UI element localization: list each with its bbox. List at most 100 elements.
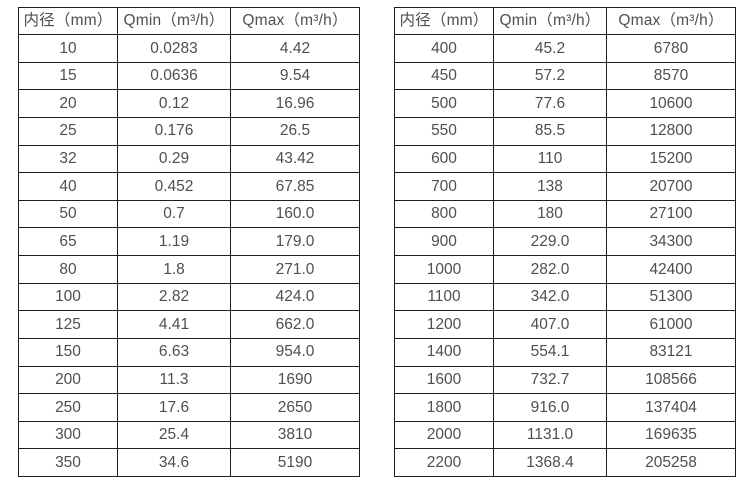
- qmin-cell: 77.6: [493, 89, 607, 118]
- header-qmin: Qmin（m³/h）: [493, 7, 607, 35]
- qmin-cell: 0.7: [117, 199, 231, 229]
- qmax-cell: 424.0: [230, 282, 360, 312]
- qmax-cell: 16.96: [230, 89, 360, 118]
- qmax-cell: 12800: [606, 116, 736, 146]
- qmin-cell: 282.0: [493, 255, 607, 284]
- table-row: 300 25.4 3810: [18, 420, 360, 450]
- header-inner-diameter: 内径（mm）: [394, 7, 494, 35]
- table-row: 50 0.7 160.0: [18, 199, 360, 229]
- table-row: 800 180 27100: [394, 199, 736, 229]
- qmax-cell: 20700: [606, 172, 736, 201]
- qmax-cell: 10600: [606, 89, 736, 118]
- qmin-cell: 45.2: [493, 34, 607, 63]
- qmin-cell: 17.6: [117, 393, 231, 422]
- qmax-cell: 9.54: [230, 61, 360, 91]
- qmin-cell: 110: [493, 144, 607, 174]
- qmax-cell: 43.42: [230, 144, 360, 174]
- table-row: 450 57.2 8570: [394, 61, 736, 91]
- qmin-cell: 34.6: [117, 448, 231, 477]
- qmin-cell: 4.41: [117, 310, 231, 339]
- table-row: 600 110 15200: [394, 144, 736, 174]
- qmin-cell: 1131.0: [493, 420, 607, 450]
- inner-diameter-cell: 300: [18, 420, 118, 450]
- inner-diameter-cell: 2000: [394, 420, 494, 450]
- qmax-cell: 61000: [606, 310, 736, 339]
- qmax-cell: 6780: [606, 34, 736, 63]
- table-row: 2000 1131.0 169635: [394, 420, 736, 450]
- qmin-cell: 138: [493, 172, 607, 201]
- qmin-cell: 732.7: [493, 365, 607, 395]
- table-row: 1200 407.0 61000: [394, 310, 736, 339]
- qmax-cell: 137404: [606, 393, 736, 422]
- qmax-cell: 4.42: [230, 34, 360, 63]
- qmax-cell: 5190: [230, 448, 360, 477]
- qmax-cell: 2650: [230, 393, 360, 422]
- table-row: 500 77.6 10600: [394, 89, 736, 118]
- header-row: 内径（mm） Qmin（m³/h） Qmax（m³/h）: [394, 7, 736, 35]
- qmin-cell: 25.4: [117, 420, 231, 450]
- flow-table-large-diameters: 内径（mm） Qmin（m³/h） Qmax（m³/h） 400 45.2 6780…: [394, 7, 736, 477]
- inner-diameter-cell: 1400: [394, 337, 494, 367]
- qmin-cell: 229.0: [493, 227, 607, 256]
- table-row: 32 0.29 43.42: [18, 144, 360, 174]
- qmax-cell: 271.0: [230, 255, 360, 284]
- header-row: 内径（mm） Qmin（m³/h） Qmax（m³/h）: [18, 7, 360, 35]
- inner-diameter-cell: 20: [18, 89, 118, 118]
- qmin-cell: 407.0: [493, 310, 607, 339]
- table-row: 125 4.41 662.0: [18, 310, 360, 339]
- qmin-cell: 1.19: [117, 227, 231, 256]
- qmax-cell: 42400: [606, 255, 736, 284]
- inner-diameter-cell: 150: [18, 337, 118, 367]
- table-body-small-diameters: 10 0.0283 4.42 15 0.0636 9.54 20 0.12 16.96 25 0.1…: [18, 34, 360, 477]
- qmin-cell: 1368.4: [493, 448, 607, 477]
- inner-diameter-cell: 1000: [394, 255, 494, 284]
- table-row: 20 0.12 16.96: [18, 89, 360, 118]
- qmax-cell: 3810: [230, 420, 360, 450]
- table-row: 65 1.19 179.0: [18, 227, 360, 256]
- flow-table-small-diameters: 内径（mm） Qmin（m³/h） Qmax（m³/h） 10 0.0283 4.4…: [18, 7, 360, 477]
- inner-diameter-cell: 450: [394, 61, 494, 91]
- qmax-cell: 108566: [606, 365, 736, 395]
- qmin-cell: 916.0: [493, 393, 607, 422]
- table-body-large-diameters: 400 45.2 6780 450 57.2 8570 500 77.6 10600 550 85.…: [394, 34, 736, 477]
- qmin-cell: 0.0636: [117, 61, 231, 91]
- table-row: 1000 282.0 42400: [394, 255, 736, 284]
- qmin-cell: 0.176: [117, 116, 231, 146]
- inner-diameter-cell: 65: [18, 227, 118, 256]
- inner-diameter-cell: 700: [394, 172, 494, 201]
- qmin-cell: 57.2: [493, 61, 607, 91]
- qmax-cell: 51300: [606, 282, 736, 312]
- inner-diameter-cell: 2200: [394, 448, 494, 477]
- table-row: 550 85.5 12800: [394, 116, 736, 146]
- inner-diameter-cell: 500: [394, 89, 494, 118]
- inner-diameter-cell: 1600: [394, 365, 494, 395]
- qmax-cell: 15200: [606, 144, 736, 174]
- inner-diameter-cell: 1200: [394, 310, 494, 339]
- inner-diameter-cell: 1100: [394, 282, 494, 312]
- header-qmin: Qmin（m³/h）: [117, 7, 231, 35]
- inner-diameter-cell: 50: [18, 199, 118, 229]
- table-row: 400 45.2 6780: [394, 34, 736, 63]
- qmax-cell: 662.0: [230, 310, 360, 339]
- qmax-cell: 26.5: [230, 116, 360, 146]
- qmax-cell: 169635: [606, 420, 736, 450]
- inner-diameter-cell: 900: [394, 227, 494, 256]
- inner-diameter-cell: 1800: [394, 393, 494, 422]
- inner-diameter-cell: 40: [18, 172, 118, 201]
- qmin-cell: 0.452: [117, 172, 231, 201]
- table-row: 1400 554.1 83121: [394, 337, 736, 367]
- header-inner-diameter: 内径（mm）: [18, 7, 118, 35]
- table-row: 40 0.452 67.85: [18, 172, 360, 201]
- qmin-cell: 0.29: [117, 144, 231, 174]
- qmax-cell: 83121: [606, 337, 736, 367]
- qmax-cell: 179.0: [230, 227, 360, 256]
- table-row: 350 34.6 5190: [18, 448, 360, 477]
- inner-diameter-cell: 80: [18, 255, 118, 284]
- qmin-cell: 11.3: [117, 365, 231, 395]
- table-row: 900 229.0 34300: [394, 227, 736, 256]
- table-row: 1100 342.0 51300: [394, 282, 736, 312]
- table-row: 25 0.176 26.5: [18, 116, 360, 146]
- table-row: 1800 916.0 137404: [394, 393, 736, 422]
- qmax-cell: 954.0: [230, 337, 360, 367]
- inner-diameter-cell: 100: [18, 282, 118, 312]
